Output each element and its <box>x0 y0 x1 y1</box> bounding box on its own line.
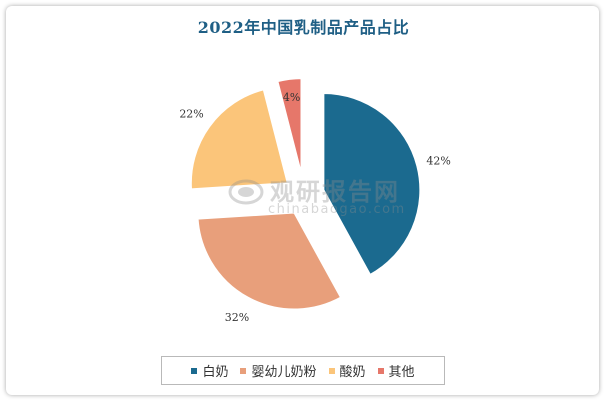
data-label-4: 4% <box>283 91 300 104</box>
legend-swatch <box>240 367 247 374</box>
legend-item-4: 其他 <box>377 361 415 380</box>
legend-swatch <box>191 367 198 374</box>
legend: 白奶 婴幼儿奶粉 酸奶 其他 <box>161 356 445 385</box>
legend-item-3: 酸奶 <box>328 361 366 380</box>
legend-swatch <box>328 367 335 374</box>
legend-item-2: 婴幼儿奶粉 <box>240 361 317 380</box>
data-label-2: 32% <box>225 311 249 324</box>
legend-swatch <box>377 367 384 374</box>
chart-title: 2022年中国乳制品产品占比 <box>197 18 410 37</box>
legend-item-1: 白奶 <box>191 361 228 380</box>
pie-slice-2 <box>196 211 343 311</box>
chart-frame <box>6 6 599 395</box>
data-label-3: 22% <box>179 107 203 120</box>
pie-slice-3 <box>189 88 290 191</box>
pie-slice-1 <box>322 92 422 277</box>
legend-label: 白奶 <box>202 365 229 380</box>
legend-label: 其他 <box>388 365 415 380</box>
pie-slice-4 <box>276 77 303 176</box>
legend-label: 酸奶 <box>339 365 366 380</box>
data-label-1: 42% <box>426 154 450 167</box>
legend-label: 婴幼儿奶粉 <box>251 365 317 380</box>
